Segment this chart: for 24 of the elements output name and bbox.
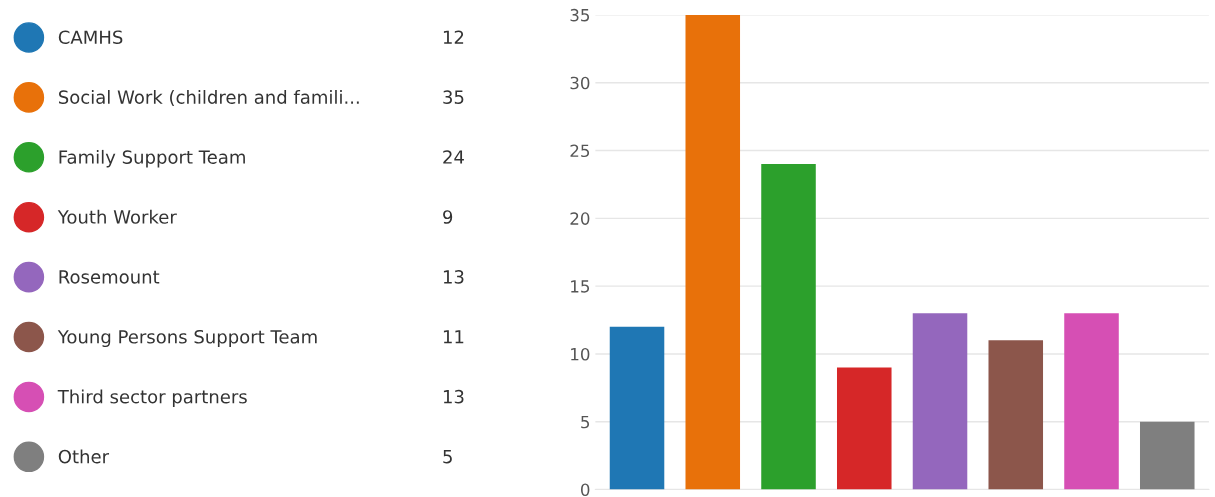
- text: 13: [443, 270, 464, 284]
- y-tick-label: 10: [571, 347, 590, 361]
- text: 11: [443, 330, 464, 344]
- legend-label: Other: [58, 449, 110, 464]
- y-tick-label: 5: [581, 415, 590, 429]
- y-tick-label: 15: [571, 280, 590, 293]
- y-tick-label: 25: [570, 144, 590, 158]
- legend-label: Third sector partners: [57, 389, 247, 407]
- legend-label: Young Persons Support Team: [57, 329, 317, 348]
- legend-label: CAMHS: [58, 30, 123, 45]
- text: 5: [443, 449, 452, 464]
- text: 12: [443, 30, 464, 44]
- text: 13: [443, 389, 464, 404]
- legend-label: Rosemount: [59, 270, 160, 284]
- text: 35: [443, 90, 464, 104]
- legend-label: Youth Worker: [57, 209, 177, 224]
- y-tick-label: 20: [570, 212, 590, 225]
- text: 9: [443, 210, 453, 224]
- legend-label: Social Work (children and famili...: [58, 90, 359, 107]
- y-tick-label: 0: [580, 483, 590, 497]
- text: 24: [443, 150, 464, 164]
- y-tick-label: 35: [570, 8, 590, 22]
- legend-label: Family Support Team: [59, 149, 245, 168]
- y-tick-label: 30: [570, 76, 590, 90]
